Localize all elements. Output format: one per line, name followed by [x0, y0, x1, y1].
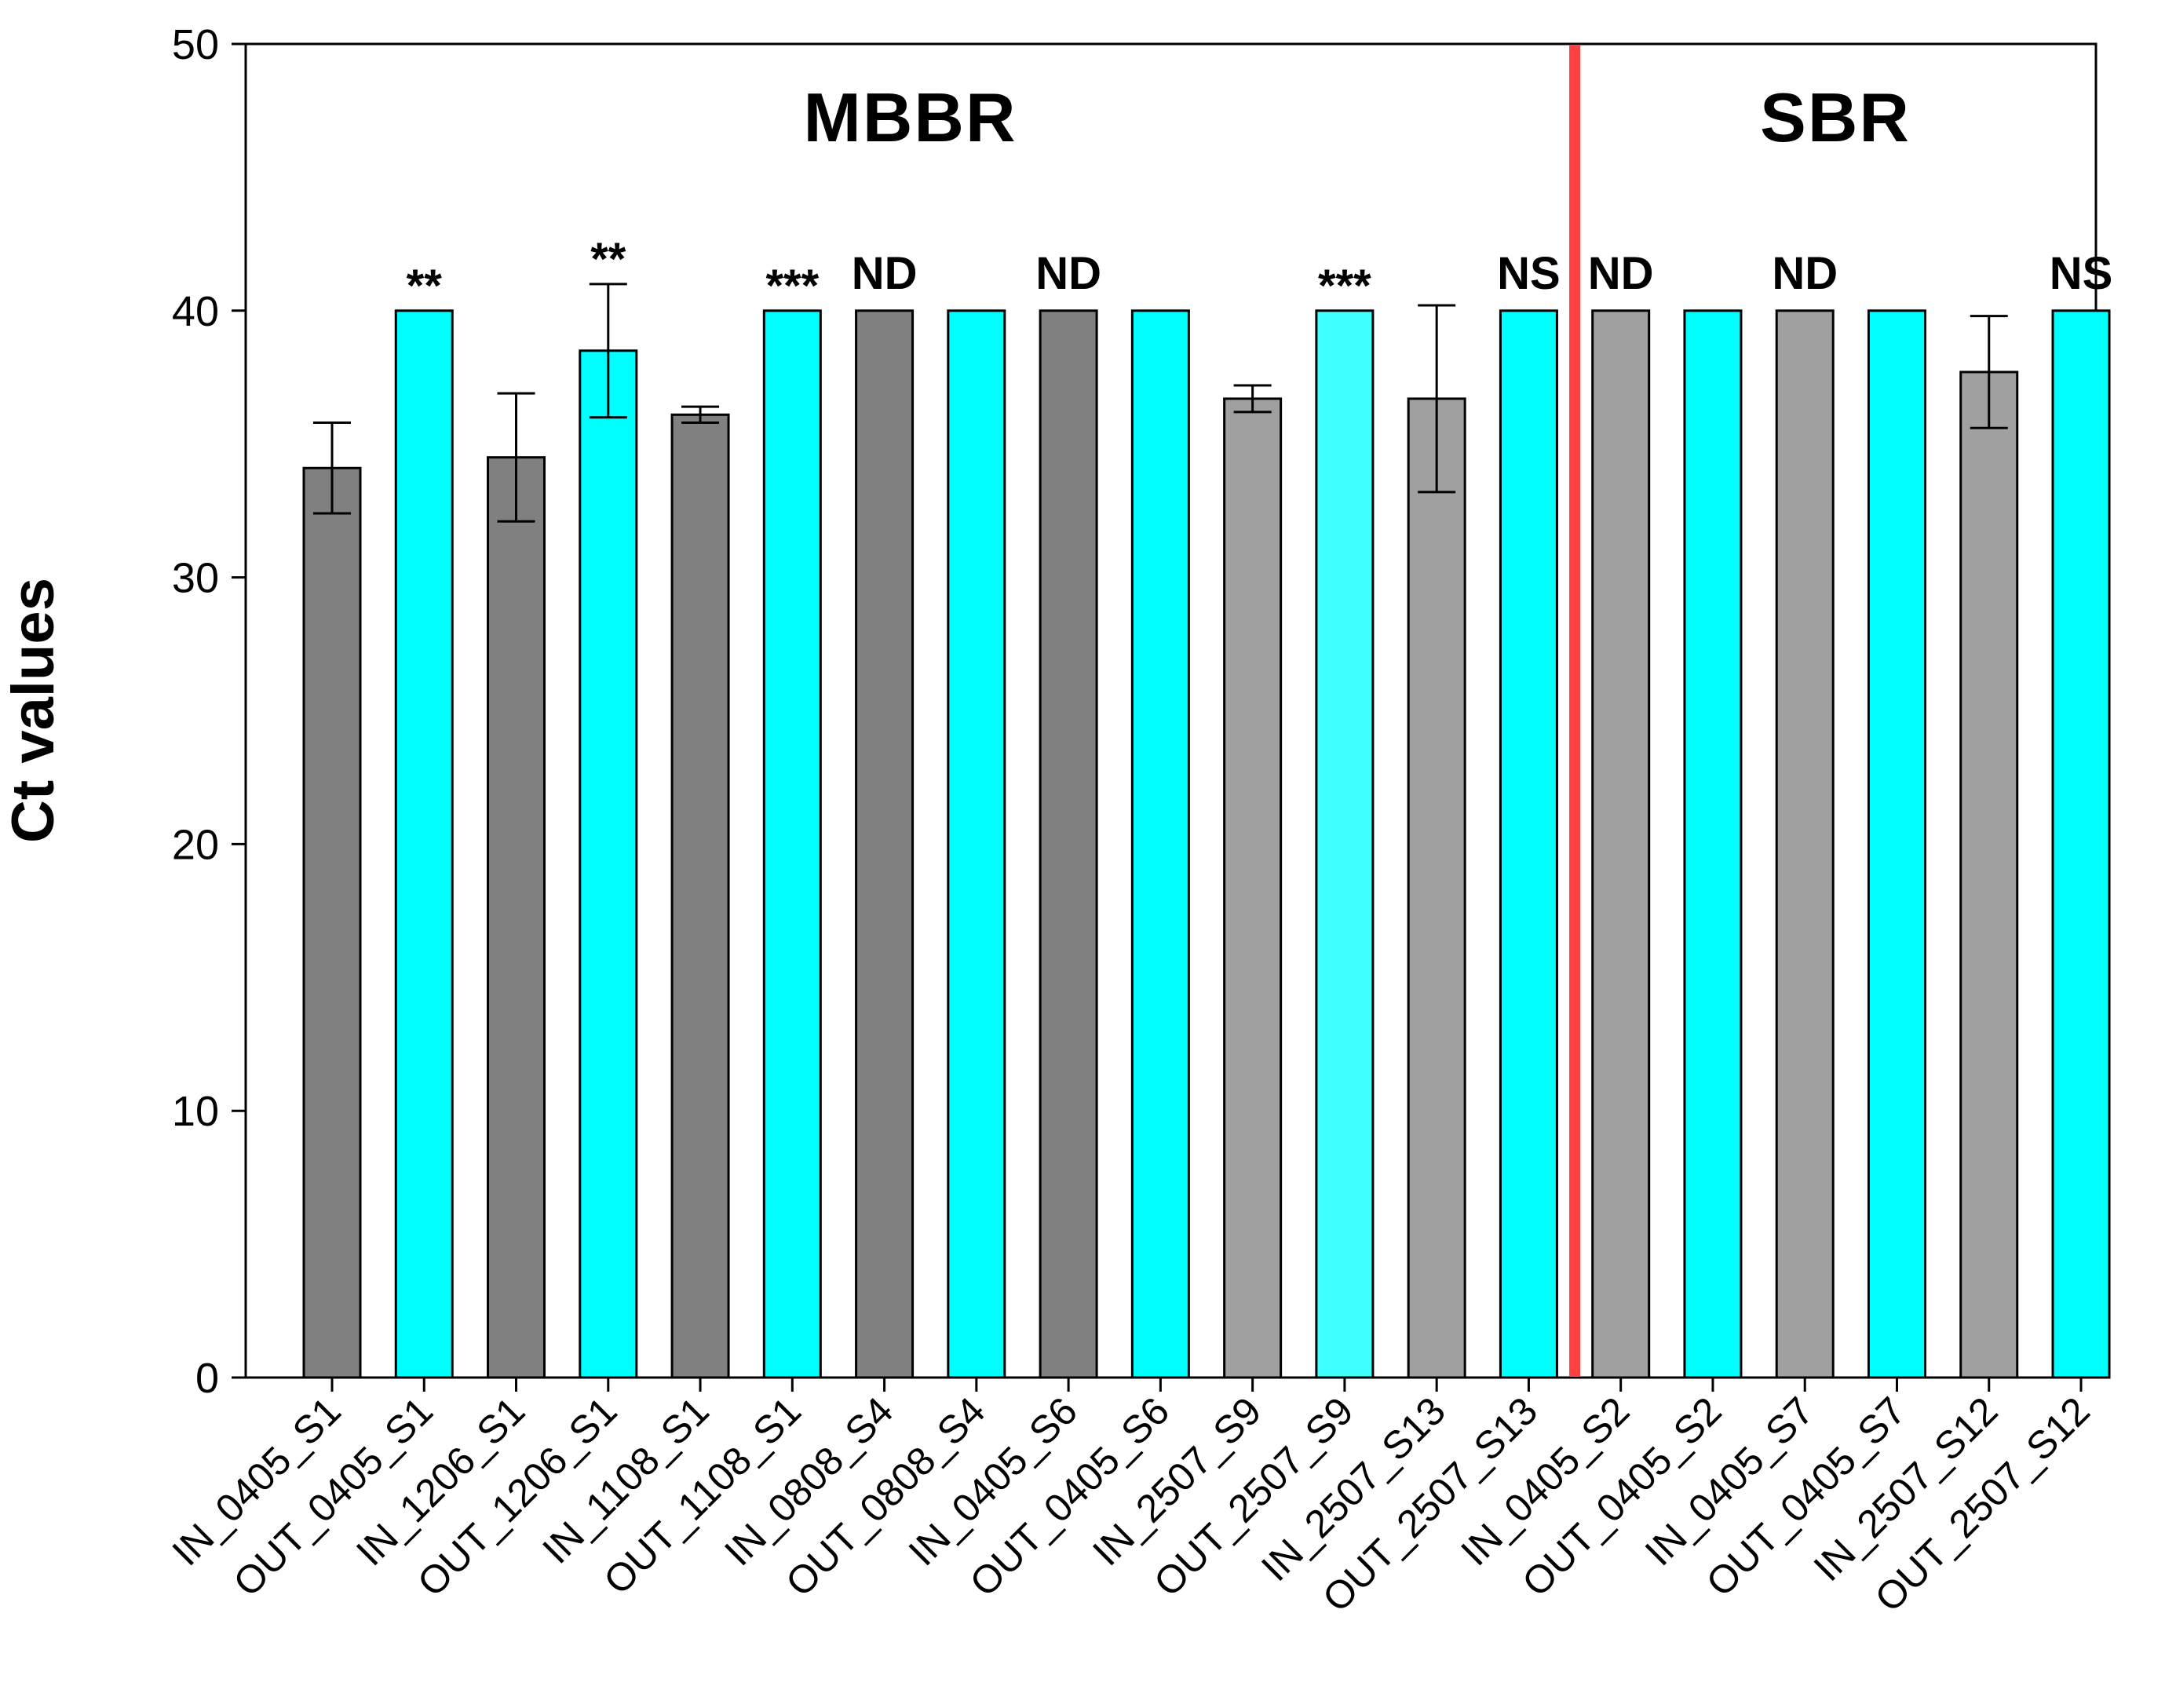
- bar-out_0808_s4: [947, 309, 1006, 1379]
- bar-in_0808_s4: [855, 309, 915, 1379]
- bar-in_0405_s7: [1775, 309, 1835, 1379]
- y-axis-title: Ct values: [0, 578, 67, 843]
- y-tick-label-10: 10: [172, 1088, 219, 1135]
- y-tick-label-20: 20: [172, 821, 219, 868]
- annotation-out_1108_s1: ***: [765, 261, 819, 312]
- y-tick-label-40: 40: [172, 288, 219, 335]
- annotation-out_2507_s9: ***: [1318, 261, 1371, 312]
- bar-in_2507_s12: [1959, 370, 2019, 1379]
- bars-group: [302, 309, 2111, 1379]
- bar-in_1108_s1: [670, 413, 730, 1379]
- bar-in_1206_s1: [487, 456, 546, 1379]
- annotation-in_0405_s6: ND: [1035, 248, 1101, 299]
- bar-out_1108_s1: [762, 309, 822, 1379]
- bar-in_0405_s6: [1039, 309, 1098, 1379]
- annotation-out_1206_s1: **: [590, 234, 626, 285]
- bar-out_2507_s9: [1315, 309, 1375, 1379]
- bar-in_2507_s13: [1407, 397, 1466, 1379]
- annotation-in_0808_s4: ND: [852, 248, 918, 299]
- bar-in_0405_s1: [302, 466, 362, 1379]
- group-label-sbr: SBR: [1760, 78, 1911, 156]
- bar-out_0405_s1: [394, 309, 454, 1379]
- group-label-mbbr: MBBR: [804, 78, 1017, 156]
- y-tick-label-30: 30: [172, 555, 219, 602]
- annotation-in_0405_s7: ND: [1772, 248, 1838, 299]
- annotation-out_2507_s12: NS: [2050, 248, 2113, 299]
- bar-out_1206_s1: [579, 349, 638, 1379]
- bar-in_0405_s2: [1591, 309, 1651, 1379]
- annotation-in_0405_s2: ND: [1588, 248, 1654, 299]
- annotation-out_0405_s1: **: [407, 261, 443, 312]
- y-tick-label-0: 0: [195, 1355, 219, 1402]
- bar-out_2507_s13: [1499, 309, 1558, 1379]
- bar-out_0405_s7: [1867, 309, 1926, 1379]
- bar-out_0405_s2: [1683, 309, 1743, 1379]
- bar-in_2507_s9: [1223, 397, 1283, 1379]
- error-bars-group: [313, 283, 2008, 523]
- annotation-out_2507_s13: NS: [1497, 248, 1561, 299]
- bar-out_0405_s6: [1130, 309, 1190, 1379]
- bar-out_2507_s12: [2051, 309, 2111, 1379]
- y-tick-label-50: 50: [172, 21, 219, 68]
